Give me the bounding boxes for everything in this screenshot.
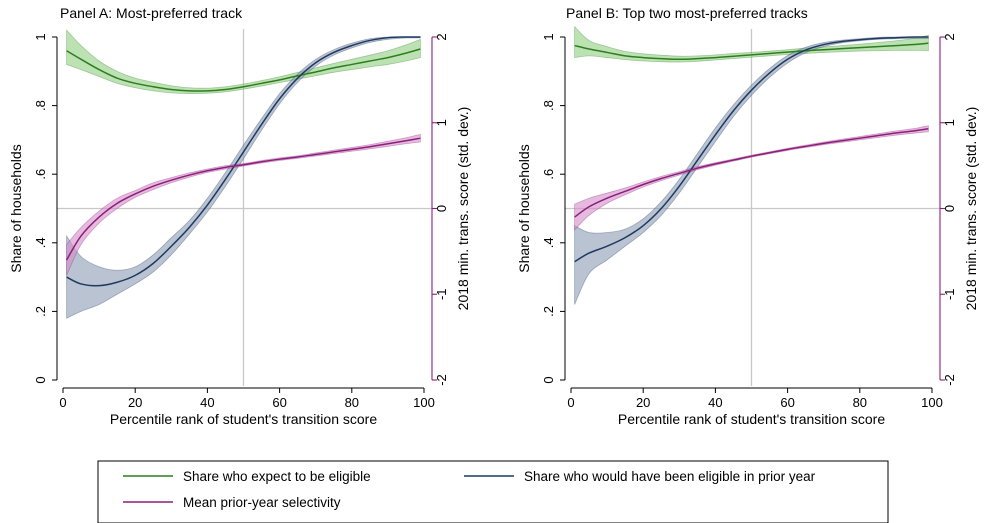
y-axis-label-left: Share of households (8, 144, 24, 272)
x-tick-label: 40 (200, 395, 214, 410)
y-axis-label-right: 2018 min. trans. score (std. dev.) (963, 107, 979, 311)
x-tick-label: 80 (853, 395, 867, 410)
x-tick-label: 60 (780, 395, 794, 410)
x-tick-label: 20 (128, 395, 142, 410)
series-line-0 (574, 42, 929, 61)
panel-a: Panel A: Most-preferred track 0 .2 .4 .6 .8 1 S… (8, 5, 471, 427)
y-tick-label-left: .2 (33, 306, 48, 317)
y-tick-label-left: .8 (33, 100, 48, 111)
legend-label-2: Mean prior-year selectivity (183, 495, 341, 510)
y-tick-label-left: .6 (541, 169, 556, 180)
y-tick-label-right: -2 (434, 374, 449, 386)
x-tick-label: 40 (708, 395, 722, 410)
series-line-2 (574, 128, 929, 218)
y-tick-label-right: 0 (942, 205, 957, 212)
y-tick-label-right: 2 (942, 33, 957, 40)
series-line-1 (574, 36, 929, 263)
y-tick-label-left: 1 (541, 33, 556, 40)
y-axis-label-left: Share of households (516, 144, 532, 272)
y-tick-label-right: -1 (942, 288, 957, 300)
y-tick-label-right: 1 (942, 119, 957, 126)
series-line-0 (66, 48, 421, 92)
y-tick-label-left: .4 (33, 237, 48, 248)
series-line-1 (66, 36, 421, 287)
legend-box (97, 460, 889, 523)
y-tick-label-left: .4 (541, 237, 556, 248)
confidence-band-1 (66, 36, 421, 319)
y-tick-label-right: -1 (434, 288, 449, 300)
x-tick-label: 60 (272, 395, 286, 410)
x-tick-label: 100 (921, 395, 943, 410)
y-tick-label-left: .8 (541, 100, 556, 111)
y-tick-label-left: 1 (33, 33, 48, 40)
y-tick-label-right: 2 (434, 33, 449, 40)
x-tick-label: 20 (636, 395, 650, 410)
x-tick-label: 0 (567, 395, 574, 410)
panel-b: Panel B: Top two most-preferred tracks 0.… (516, 5, 979, 427)
series-line-2 (65, 137, 421, 261)
y-tick-label-left: 0 (33, 376, 48, 383)
y-tick-label-left: .6 (33, 169, 48, 180)
legend-label-1: Share who would have been eligible in pr… (524, 469, 816, 484)
y-tick-label-left: 0 (541, 376, 556, 383)
x-tick-label: 0 (59, 395, 66, 410)
confidence-band-2 (66, 133, 421, 276)
y-tick-label-right: 0 (434, 205, 449, 212)
x-axis-label: Percentile rank of student's transition … (618, 411, 885, 427)
y-axis-label-right: 2018 min. trans. score (std. dev.) (455, 107, 471, 311)
chart-title: Panel A: Most-preferred track (60, 5, 243, 21)
y-tick-label-right: -2 (942, 374, 957, 386)
confidence-band-0 (66, 29, 421, 95)
legend: Share who expect to be eligible Share who… (97, 460, 889, 523)
y-tick-label-right: 1 (434, 119, 449, 126)
legend-label-0: Share who expect to be eligible (183, 469, 371, 484)
x-tick-label: 100 (413, 395, 435, 410)
x-axis-label: Percentile rank of student's transition … (110, 411, 377, 427)
chart-title: Panel B: Top two most-preferred tracks (566, 5, 808, 21)
y-tick-label-left: .2 (541, 306, 556, 317)
x-tick-label: 80 (345, 395, 359, 410)
